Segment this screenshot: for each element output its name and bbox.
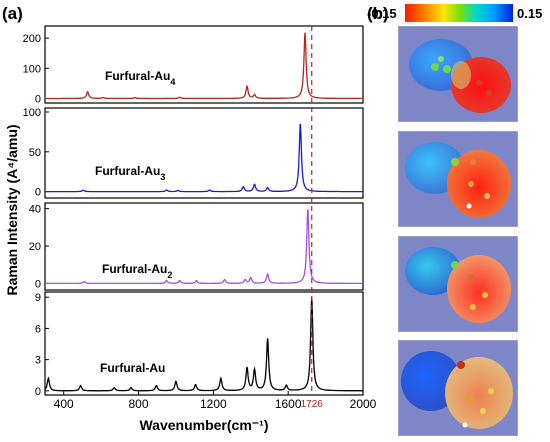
x-tick-label: 800 xyxy=(129,397,149,411)
panel-frame xyxy=(44,107,364,199)
spectrum-panel-1: 0 100 200 Furfural-Au4 xyxy=(23,25,364,105)
colorbar-max-label: 0.15 xyxy=(517,6,543,21)
panel-frame xyxy=(44,202,364,291)
y-tick-label: 0 xyxy=(35,278,41,290)
reference-line-label: 1726 xyxy=(301,399,324,410)
y-tick-label: 20 xyxy=(29,241,41,253)
x-tick-label: 1200 xyxy=(200,397,227,411)
y-tick-label: 3 xyxy=(35,355,41,367)
series-label: Furfural-Au2 xyxy=(102,262,172,280)
series-label: Furfural-Au xyxy=(100,361,165,375)
y-tick-label: 0 xyxy=(35,93,41,105)
colorbar-min-label: -0.15 xyxy=(367,6,397,21)
series-label: Furfural-Au4 xyxy=(105,69,175,87)
esp-map-au3 xyxy=(398,131,518,227)
spectrum-line xyxy=(44,297,363,392)
y-tick-label: 40 xyxy=(29,204,41,216)
panel-frame xyxy=(44,291,364,396)
panel-frame xyxy=(44,25,364,104)
spectrum-panel-3: 0 20 40 Furfural-Au2 xyxy=(29,202,364,291)
raman-spectra-chart: (a) (b)0100200Furfural-Au4050100Furfural-… xyxy=(2,4,389,433)
y-tick-label: 6 xyxy=(35,323,41,335)
esp-colorbar: -0.15 0.15 xyxy=(361,0,550,26)
x-tick-label: 400 xyxy=(54,397,74,411)
y-axis-title: Raman Intensity (A⁴/amu) xyxy=(4,124,20,295)
spectrum-line xyxy=(45,123,363,193)
electrostatic-potential-maps xyxy=(398,26,518,436)
spectrum-panel-4: 0 3 6 9 Furfural-Au xyxy=(35,291,364,398)
y-tick-label: 50 xyxy=(29,147,41,159)
panel-b-label: (b) xyxy=(367,4,389,23)
colorbar-gradient xyxy=(405,4,513,22)
y-tick-label: 200 xyxy=(23,33,41,45)
spectrum-line xyxy=(45,209,363,285)
x-tick-label: 2000 xyxy=(350,397,377,411)
esp-map-au2 xyxy=(398,236,518,332)
esp-map-au1 xyxy=(398,340,518,436)
esp-map-au4 xyxy=(398,26,518,122)
spectrum-panel-2: 0 50 100 Furfural-Au3 xyxy=(23,107,364,199)
y-tick-label: 100 xyxy=(23,63,41,75)
y-tick-label: 100 xyxy=(23,107,41,119)
panel-a-label: (a) xyxy=(2,4,23,23)
x-tick-label: 1600 xyxy=(275,397,302,411)
y-tick-label: 0 xyxy=(35,386,41,398)
y-tick-label: 9 xyxy=(35,292,41,304)
y-tick-label: 0 xyxy=(35,187,41,199)
series-label: Furfural-Au3 xyxy=(95,164,165,182)
x-axis-title: Wavenumber(cm⁻¹) xyxy=(139,417,268,433)
spectrum-line xyxy=(45,32,363,100)
